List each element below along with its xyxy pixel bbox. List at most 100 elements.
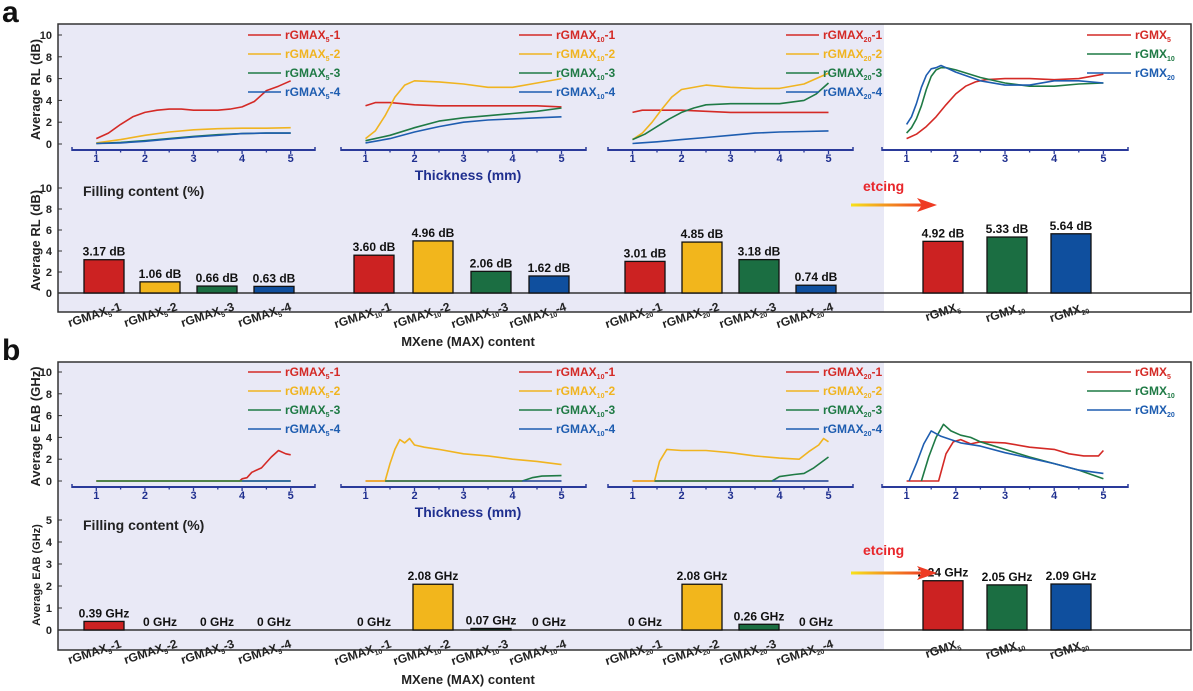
bar-value-label: 4.96 dB [412, 226, 455, 240]
etching-label: etcing [863, 178, 904, 194]
legend-label-rGMAX10-2: rGMAX10-2 [556, 384, 615, 400]
x-tick-label: 3 [190, 153, 196, 165]
x-tick-label: 2 [953, 490, 959, 502]
bar-ytick-b: 4 [46, 537, 53, 549]
bar-rGMAX20-2 [681, 583, 723, 631]
x-tick-label: 1 [93, 490, 99, 502]
series-line-rGMAX20-1 [632, 109, 829, 114]
bar-value-label: 2.24 GHz [918, 566, 969, 580]
series-line-rGMX10 [920, 423, 1104, 482]
line-ytick-b: 0 [46, 476, 52, 488]
series-line-rGMAX10-3 [385, 474, 562, 482]
bar-rGMAX20-2 [681, 241, 723, 294]
bar-value-label: 0.26 GHz [734, 609, 785, 623]
frame-a [57, 23, 1192, 313]
bar-value-label: 0.39 GHz [79, 606, 130, 620]
legend-label-rGMAX20-2: rGMAX20-2 [823, 384, 882, 400]
legend-label-rGMAX20-2: rGMAX20-2 [823, 47, 882, 63]
line-ytick-b: 2 [46, 454, 52, 466]
bar-value-label: 2.06 dB [470, 256, 513, 270]
series-line-rGMAX5-4 [96, 132, 291, 145]
bar-rGMX5 [922, 580, 964, 631]
line-ytick-b: 6 [46, 411, 52, 423]
x-tick-label: 1 [629, 490, 635, 502]
mxene-content-axis-label-b: MXene (MAX) content [401, 672, 535, 687]
bar-rGMAX5-3 [196, 285, 238, 294]
legend-label-rGMAX5-1: rGMAX5-1 [285, 28, 341, 44]
line-ytick-a: 8 [46, 52, 52, 64]
bar-ytick-b: 5 [46, 515, 52, 527]
legend-label-rGMAX10-1: rGMAX10-1 [556, 365, 615, 381]
legend-label-rGMAX10-3: rGMAX10-3 [556, 403, 615, 419]
legend-label-rGMAX20-3: rGMAX20-3 [823, 66, 882, 82]
x-tick-label: 5 [288, 490, 294, 502]
legend-label-rGMAX5-3: rGMAX5-3 [285, 66, 341, 82]
x-tick-label: 1 [629, 153, 635, 165]
x-tick-label: 1 [93, 153, 99, 165]
mxene-content-axis-label-a: MXene (MAX) content [401, 334, 535, 349]
bar-rGMAX10-2 [412, 240, 454, 294]
bar-rGMAX10-3 [470, 627, 512, 631]
x-tick-label: 4 [509, 153, 516, 165]
series-line-rGMAX10-1 [365, 101, 562, 108]
legend-label-rGMAX5-3: rGMAX5-3 [285, 403, 341, 419]
bar-rGMAX10-3 [470, 270, 512, 294]
x-tick-label: 1 [904, 153, 910, 165]
x-tick-label: 5 [825, 490, 831, 502]
line-ylabel-b: Average EAB (GHz) [28, 366, 43, 486]
series-line-rGMAX10-4 [365, 116, 562, 144]
x-tick-label: 2 [953, 153, 959, 165]
line-ytick-a: 10 [40, 30, 52, 42]
x-tick-label: 5 [1100, 153, 1106, 165]
legend-label-rGMX20: rGMX20 [1135, 66, 1175, 82]
bar-value-label: 3.01 dB [624, 246, 667, 260]
series-line-rGMX10 [906, 66, 1104, 134]
legend-label-rGMAX10-1: rGMAX10-1 [556, 28, 615, 44]
bar-value-label: 3.18 dB [738, 245, 781, 259]
bar-ytick-b: 2 [46, 581, 52, 593]
bar-ytick-a: 4 [46, 246, 53, 258]
filling-content-label-a: Filling content (%) [83, 183, 204, 199]
frame-b [57, 361, 1192, 651]
filling-content-label-b: Filling content (%) [83, 517, 204, 533]
thickness-axis-label-b: Thickness (mm) [415, 504, 522, 520]
panel-letter-b: b [2, 334, 20, 367]
legend-label-rGMAX20-3: rGMAX20-3 [823, 403, 882, 419]
line-ytick-a: 6 [46, 74, 52, 86]
etching-arrow-shaft [851, 571, 926, 575]
bar-rGMAX5-2 [139, 281, 181, 294]
x-tick-label: 4 [509, 490, 516, 502]
series-line-rGMX20 [908, 430, 1104, 482]
legend-label-rGMAX5-4: rGMAX5-4 [285, 422, 341, 438]
legend-label-rGMX5: rGMX5 [1135, 28, 1171, 44]
x-tick-label: 2 [678, 153, 684, 165]
bar-category-label: rGMX5 [923, 637, 962, 663]
line-ytick-b: 4 [46, 432, 53, 444]
series-line-rGMAX10-3 [365, 107, 562, 142]
x-tick-label: 2 [142, 490, 148, 502]
legend-label-rGMAX20-4: rGMAX20-4 [823, 85, 882, 101]
shaded-region-b [58, 362, 884, 650]
legend-label-rGMAX5-2: rGMAX5-2 [285, 47, 341, 63]
bar-value-label: 0 GHz [628, 615, 662, 629]
x-tick-label: 1 [362, 490, 368, 502]
line-ytick-b: 8 [46, 389, 52, 401]
bar-rGMX5 [922, 240, 964, 294]
line-ylabel-a: Average RL (dB) [28, 39, 43, 140]
bar-rGMAX10-1 [353, 254, 395, 294]
series-line-rGMX5 [906, 73, 1104, 140]
bar-value-label: 0 GHz [143, 615, 177, 629]
line-ytick-a: 4 [46, 95, 53, 107]
series-line-rGMAX10-2 [365, 437, 562, 482]
bar-value-label: 3.60 dB [353, 240, 396, 254]
bar-ytick-a: 10 [40, 183, 52, 195]
legend-label-rGMAX20-1: rGMAX20-1 [823, 365, 882, 381]
bar-category-label: rGMX20 [1048, 300, 1091, 328]
bar-value-label: 2.09 GHz [1046, 569, 1097, 583]
legend-label-rGMX5: rGMX5 [1135, 365, 1171, 381]
legend-label-rGMX10: rGMX10 [1135, 384, 1175, 400]
bar-value-label: 1.06 dB [139, 267, 182, 281]
bar-value-label: 5.33 dB [986, 222, 1029, 236]
bar-ylabel-a: Average RL (dB) [28, 190, 43, 291]
